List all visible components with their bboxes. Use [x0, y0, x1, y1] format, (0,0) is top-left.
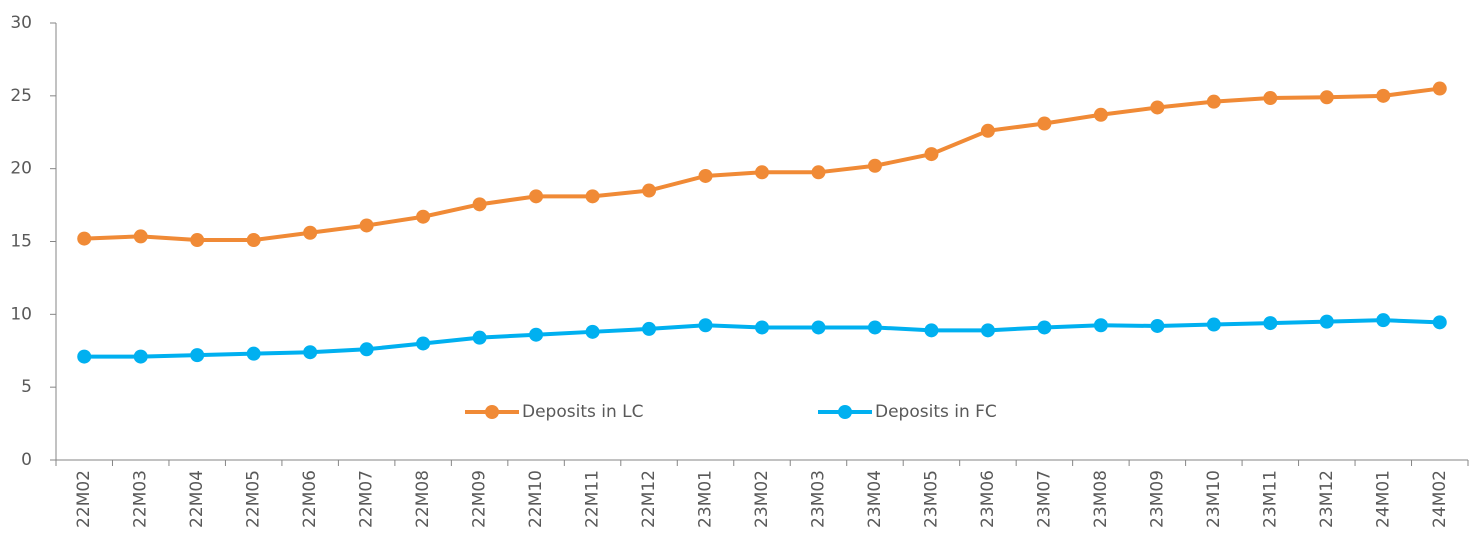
point [811, 165, 826, 180]
point [811, 320, 826, 335]
x-tick-label: 22M10 [526, 470, 546, 528]
point [755, 320, 769, 335]
point [1432, 81, 1447, 96]
point [698, 318, 713, 333]
point [77, 231, 92, 246]
point [980, 323, 995, 338]
point [1037, 116, 1052, 131]
point [416, 209, 431, 224]
point [1206, 94, 1221, 109]
y-tick-label: 25 [10, 86, 32, 106]
x-tick-label: 22M05 [244, 470, 264, 528]
point [698, 168, 713, 183]
x-tick-label: 23M05 [921, 470, 941, 528]
point [980, 123, 995, 138]
legend-label: Deposits in LC [522, 402, 644, 422]
point [472, 197, 487, 212]
x-tick-label: 22M09 [470, 470, 490, 528]
x-tick-label: 24M02 [1430, 470, 1450, 528]
point [303, 345, 318, 360]
x-tick-label: 22M02 [74, 470, 94, 528]
point [1319, 314, 1334, 329]
x-tick-label: 23M11 [1260, 470, 1280, 528]
point [246, 346, 261, 361]
point [1376, 88, 1391, 103]
x-tick-label: 23M06 [978, 470, 998, 528]
point [190, 348, 205, 363]
x-tick-label: 22M08 [413, 470, 433, 528]
legend-marker [838, 405, 852, 419]
point [1206, 317, 1221, 332]
point [1150, 318, 1165, 333]
point [246, 233, 261, 248]
point [585, 189, 600, 204]
x-tick-label: 22M06 [300, 470, 320, 528]
x-tick-label: 23M10 [1204, 470, 1224, 528]
legend-label: Deposits in FC [875, 402, 997, 422]
point [472, 330, 487, 345]
x-tick-label: 23M08 [1091, 470, 1111, 528]
series-line [84, 86, 1441, 243]
x-tick-label: 23M12 [1317, 470, 1337, 528]
x-tick-label: 23M01 [696, 470, 716, 528]
point [924, 323, 939, 338]
x-tick-label: 22M07 [357, 470, 377, 528]
legend-marker [485, 405, 499, 419]
point [642, 321, 657, 336]
point [1432, 315, 1447, 330]
point [755, 165, 769, 180]
point [190, 233, 205, 248]
x-tick-label: 22M04 [187, 470, 207, 528]
point [303, 225, 318, 240]
point [1037, 320, 1052, 335]
point [1376, 313, 1391, 328]
point [642, 183, 657, 198]
point [1319, 90, 1334, 105]
y-tick-label: 5 [21, 377, 32, 397]
point [1093, 107, 1108, 122]
point [416, 336, 431, 351]
point [529, 327, 544, 342]
y-tick-label: 0 [21, 450, 32, 470]
x-tick-label: 23M03 [808, 470, 828, 528]
point [1150, 100, 1165, 115]
x-tick-label: 23M04 [865, 470, 885, 528]
x-tick-label: 22M03 [131, 470, 151, 528]
point [924, 147, 939, 162]
point [133, 229, 148, 244]
point [133, 349, 148, 364]
point [1093, 318, 1108, 333]
x-tick-label: 22M12 [639, 470, 659, 528]
point [1263, 316, 1278, 331]
point [867, 320, 882, 335]
point [529, 189, 544, 204]
x-tick-label: 23M07 [1034, 470, 1054, 528]
y-tick-label: 15 [10, 232, 32, 252]
point [867, 158, 882, 173]
x-tick-label: 23M09 [1147, 470, 1167, 528]
point [1263, 91, 1278, 106]
y-tick-label: 30 [10, 13, 32, 33]
point [359, 342, 374, 357]
x-tick-label: 24M01 [1373, 470, 1393, 528]
point [359, 218, 374, 233]
y-tick-label: 20 [10, 159, 32, 179]
y-tick-label: 10 [10, 304, 32, 324]
point [77, 349, 92, 364]
point [585, 324, 600, 339]
x-tick-label: 23M02 [752, 470, 772, 528]
x-tick-label: 22M11 [583, 470, 603, 528]
